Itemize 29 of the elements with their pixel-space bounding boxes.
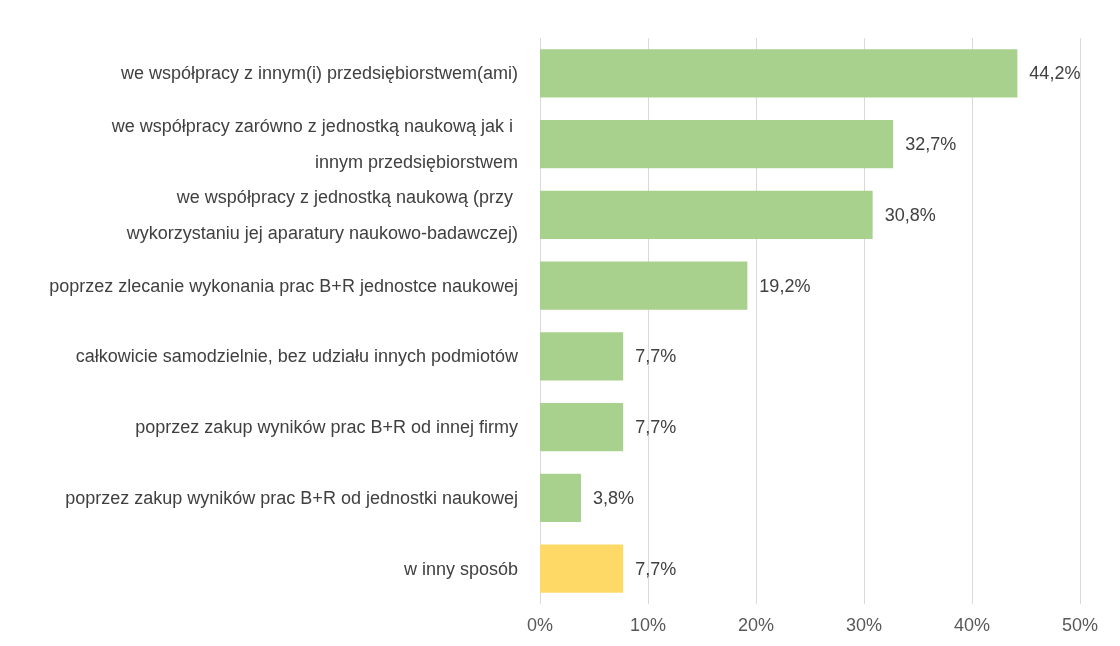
data-label: 30,8% — [884, 204, 936, 225]
x-tick-label: 40% — [953, 615, 991, 635]
y-tick-label: całkowicie samodzielnie, bez udziału innych podmiotów — [75, 346, 519, 367]
x-tick-label: 50% — [1061, 615, 1099, 635]
bar — [540, 190, 873, 239]
data-label: 7,7% — [635, 417, 677, 438]
bar — [540, 332, 624, 381]
y-tick-label: we współpracy z jednostką naukową (przy wykorzystaniu jej aparatury naukowo-badawczej) — [125, 186, 518, 243]
x-tick-label: 10% — [629, 615, 667, 635]
y-tick-label: w inny sposób — [402, 558, 518, 579]
data-label: 44,2% — [1029, 63, 1081, 84]
data-label: 19,2% — [759, 275, 811, 296]
y-tick-label: poprzez zlecanie wykonania prac B+R jednostce naukowej — [49, 275, 518, 296]
bar — [540, 473, 582, 522]
bar — [540, 120, 894, 169]
bar — [540, 544, 624, 593]
x-tick-label: 30% — [845, 615, 883, 635]
y-tick-label: poprzez zakup wyników prac B+R od innej firmy — [135, 417, 518, 438]
bar — [540, 403, 624, 452]
bar — [540, 261, 748, 310]
data-label: 3,8% — [593, 487, 635, 508]
data-label: 32,7% — [905, 134, 957, 155]
x-tick-label: 0% — [526, 615, 554, 635]
data-label: 7,7% — [635, 346, 677, 367]
bar — [540, 49, 1018, 98]
y-tick-label: we współpracy z innym(i) przedsiębiorstwem(ami) — [119, 63, 518, 84]
data-label: 7,7% — [635, 558, 677, 579]
x-tick-label: 20% — [737, 615, 775, 635]
y-tick-label: poprzez zakup wyników prac B+R od jednostki naukowej — [65, 487, 518, 508]
